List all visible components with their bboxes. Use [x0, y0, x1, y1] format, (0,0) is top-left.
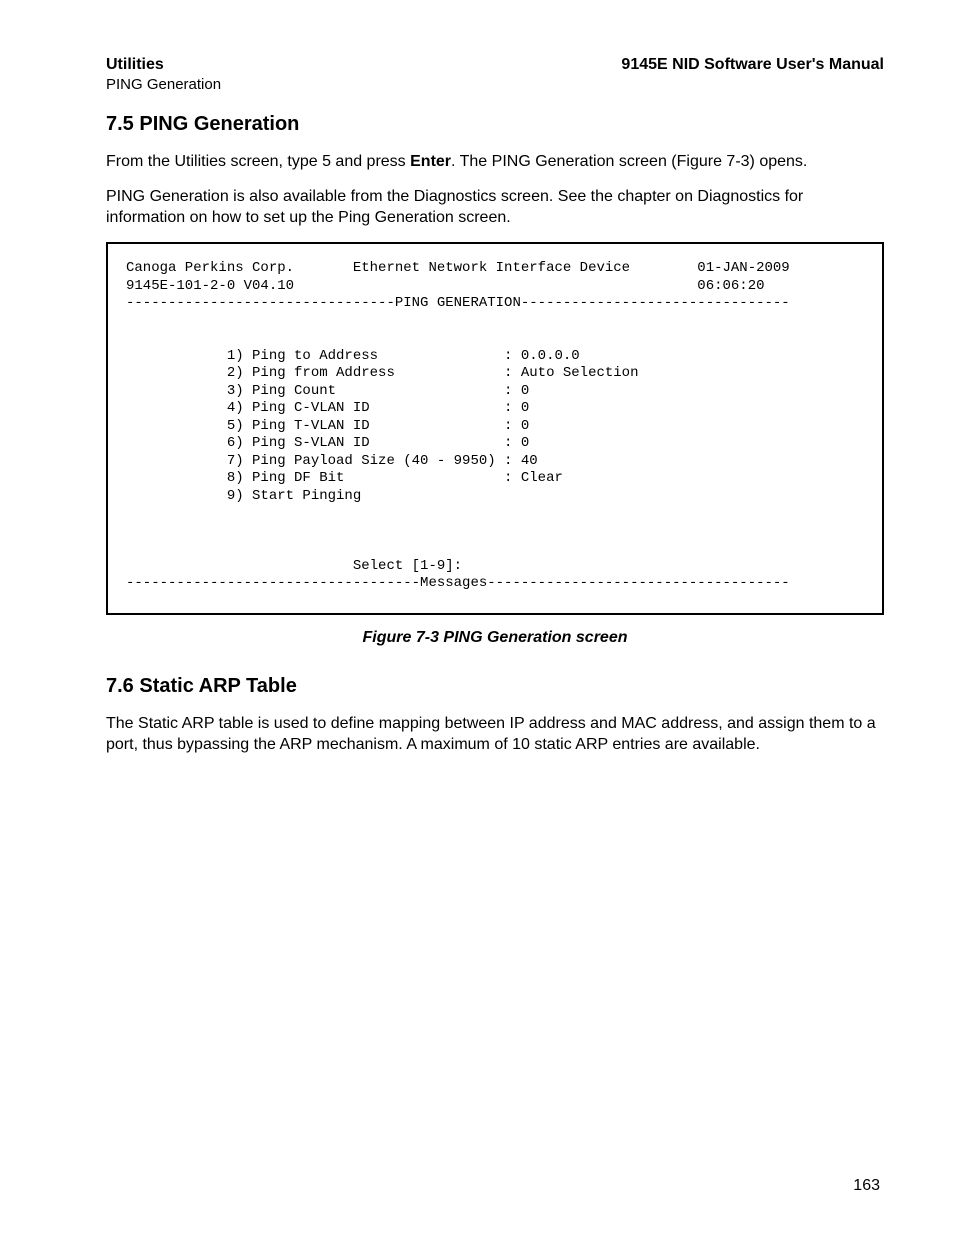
page-header: Utilities 9145E NID Software User's Manu… [106, 56, 884, 74]
para-text: . The PING Generation screen (Figure 7-3… [451, 153, 807, 170]
para-arp-1: The Static ARP table is used to define m… [106, 714, 884, 756]
para-text: From the Utilities screen, type 5 and pr… [106, 153, 410, 170]
terminal-screen: Canoga Perkins Corp. Ethernet Network In… [106, 242, 884, 615]
header-right: 9145E NID Software User's Manual [621, 56, 884, 74]
document-page: Utilities 9145E NID Software User's Manu… [0, 0, 954, 1235]
figure-caption: Figure 7-3 PING Generation screen [106, 629, 884, 647]
section-heading-ping: 7.5 PING Generation [106, 113, 884, 136]
section-heading-arp: 7.6 Static ARP Table [106, 675, 884, 698]
terminal-text: Canoga Perkins Corp. Ethernet Network In… [126, 260, 864, 593]
para-ping-2: PING Generation is also available from t… [106, 187, 884, 229]
header-sub: PING Generation [106, 76, 884, 93]
enter-key: Enter [410, 153, 451, 170]
page-number: 163 [853, 1177, 880, 1195]
header-left: Utilities [106, 56, 164, 74]
para-ping-1: From the Utilities screen, type 5 and pr… [106, 152, 884, 173]
